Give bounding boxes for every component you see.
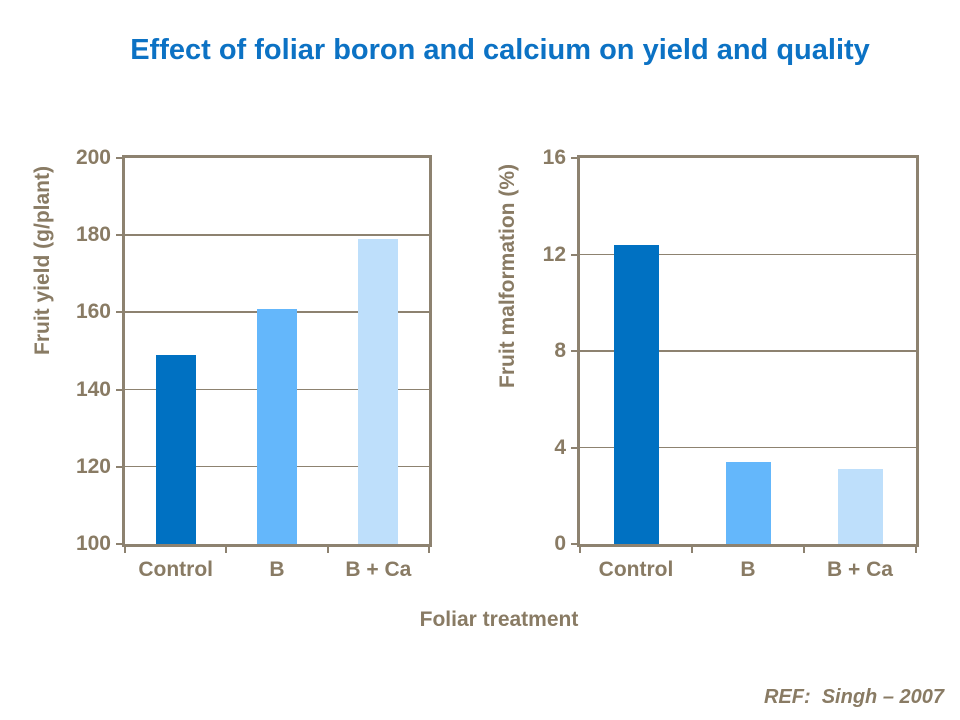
y-tick-mark	[571, 253, 580, 256]
x-category-label: Control	[138, 558, 213, 581]
bar-control	[613, 244, 659, 544]
y-tick-label: 0	[554, 532, 566, 555]
y-tick-label: 100	[75, 532, 111, 555]
y-tick-label: 200	[75, 146, 111, 169]
y-tick-mark	[116, 465, 125, 468]
y-tick-mark	[116, 234, 125, 237]
bar-b-ca	[837, 469, 883, 544]
y-tick-label: 120	[75, 454, 111, 478]
x-axis-title: Foliar treatment	[419, 608, 579, 631]
x-tick-mark	[915, 547, 917, 553]
reference-citation: REF: Singh – 2007	[763, 686, 944, 708]
bar-b	[257, 308, 297, 544]
x-tick-mark	[326, 547, 329, 553]
y-axis-title: Fruit yield (g/plant)	[31, 166, 54, 355]
bar-control	[155, 354, 196, 544]
y-tick-mark	[116, 388, 125, 391]
y-tick-label: 4	[554, 435, 566, 459]
y-tick-label: 140	[75, 377, 111, 401]
bar-b-ca	[358, 239, 399, 544]
y-tick-mark	[571, 543, 580, 545]
y-tick-mark	[571, 350, 580, 352]
x-tick-mark	[124, 547, 126, 553]
fruit-malformation-chart: 16 12 8 4 0 Control B B + Ca Fruit malformation …	[496, 146, 919, 581]
y-tick-label: 8	[554, 339, 566, 362]
y-tick-label: 12	[542, 242, 566, 266]
y-tick-mark	[116, 157, 125, 159]
y-tick-mark	[116, 543, 125, 545]
gridline	[580, 446, 916, 448]
x-tick-mark	[428, 547, 430, 553]
x-tick-mark	[691, 547, 693, 553]
y-tick-mark	[571, 157, 580, 159]
fruit-yield-chart: 200 180 160 140 120 100 Control B B + Ca Fruit yi…	[31, 146, 432, 581]
y-tick-label: 180	[75, 223, 111, 247]
gridline	[580, 253, 916, 255]
x-tick-mark	[803, 547, 805, 553]
x-category-label: Control	[598, 558, 674, 581]
x-category-label: B + Ca	[827, 558, 893, 581]
slide-title: Effect of foliar boron and calcium on yi…	[130, 34, 870, 66]
x-category-label: B + Ca	[345, 558, 412, 581]
bar-b	[725, 461, 771, 544]
x-category-label: B	[740, 558, 756, 581]
y-tick-label: 16	[542, 146, 566, 169]
x-category-label: B	[269, 558, 285, 581]
x-tick-mark	[225, 547, 228, 553]
gridline	[580, 350, 916, 352]
y-tick-mark	[571, 446, 580, 449]
gridline	[125, 234, 429, 236]
y-tick-mark	[116, 311, 125, 314]
y-tick-label: 160	[75, 300, 111, 324]
y-axis-title: Fruit malformation (%)	[496, 164, 519, 388]
x-tick-mark	[579, 547, 581, 553]
